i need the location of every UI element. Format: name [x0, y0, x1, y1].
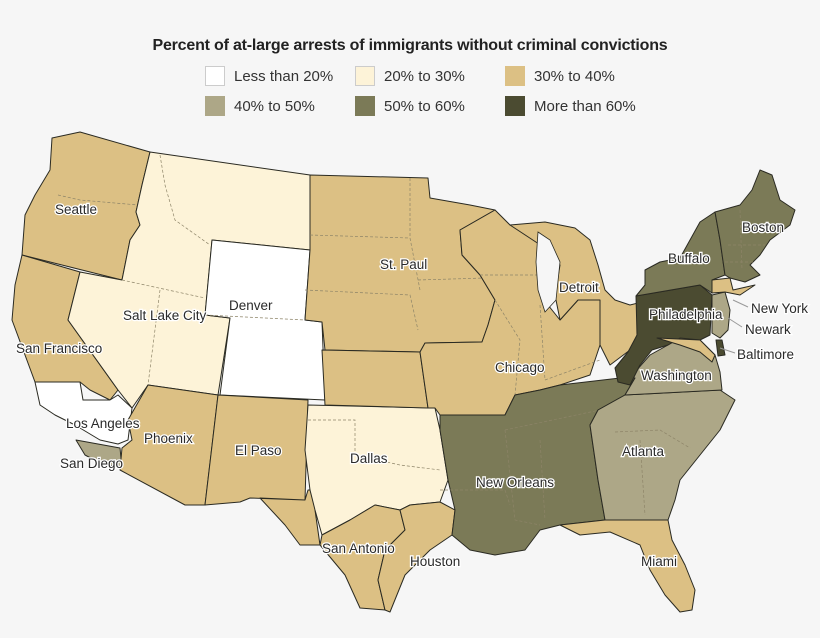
label-st-paul: St. Paul — [380, 257, 427, 272]
label-new-orleans: New Orleans — [476, 475, 554, 490]
label-san-diego: San Diego — [60, 456, 123, 471]
state-border — [57, 194, 139, 206]
leader-line — [719, 347, 736, 354]
legend-item: More than 60% — [505, 94, 685, 118]
legend-item: 50% to 60% — [355, 94, 505, 118]
leader-line — [732, 299, 749, 308]
legend-item: 20% to 30% — [355, 64, 505, 88]
label-baltimore: Baltimore — [737, 347, 794, 362]
region-miami — [559, 519, 696, 613]
legend-swatch — [205, 66, 225, 86]
label-seattle: Seattle — [55, 202, 97, 217]
legend-swatch — [505, 66, 525, 86]
legend-label: 30% to 40% — [534, 67, 615, 85]
state-border — [614, 429, 691, 516]
state-border — [725, 209, 765, 271]
label-el-paso: El Paso — [235, 443, 282, 458]
map-title: Percent of at-large arrests of immigrant… — [152, 37, 668, 54]
state-border — [304, 178, 486, 331]
label-newark: Newark — [745, 322, 791, 337]
region-philadelphia — [614, 284, 713, 386]
label-philadelphia: Philadelphia — [649, 307, 723, 322]
leader-line — [727, 317, 743, 328]
legend-swatch — [355, 66, 375, 86]
state-border — [440, 409, 601, 526]
label-detroit: Detroit — [559, 280, 599, 295]
label-denver: Denver — [229, 298, 273, 313]
legend-swatch — [505, 96, 525, 116]
region-san-diego — [75, 439, 123, 469]
label-houston: Houston — [410, 554, 460, 569]
label-buffalo: Buffalo — [668, 251, 710, 266]
region-boston — [714, 169, 796, 283]
region-st-paul-ks — [321, 349, 429, 409]
legend-label: 50% to 60% — [384, 97, 465, 115]
region-new-york — [711, 277, 756, 296]
label-phoenix: Phoenix — [144, 431, 193, 446]
label-chicago: Chicago — [495, 360, 545, 375]
label-washington: Washington — [641, 368, 712, 383]
label-dallas: Dallas — [350, 451, 388, 466]
legend-label: 40% to 50% — [234, 97, 315, 115]
legend-label: 20% to 30% — [384, 67, 465, 85]
legend-item: Less than 20% — [205, 64, 355, 88]
region-houston — [377, 501, 456, 613]
region-el-paso — [204, 394, 321, 546]
label-los-angeles: Los Angeles — [66, 416, 140, 431]
legend-item: 30% to 40% — [505, 64, 685, 88]
legend-item: 40% to 50% — [205, 94, 355, 118]
label-san-francisco: San Francisco — [16, 341, 102, 356]
region-baltimore — [656, 337, 716, 363]
state-border — [204, 314, 306, 321]
legend-swatch — [205, 96, 225, 116]
label-miami: Miami — [641, 554, 677, 569]
state-border — [308, 419, 441, 471]
region-los-angeles — [34, 381, 133, 445]
label-san-antonio: San Antonio — [322, 541, 395, 556]
legend-label: More than 60% — [534, 97, 636, 115]
state-border — [121, 154, 211, 386]
label-salt-lake-city: Salt Lake City — [123, 308, 207, 323]
label-new-york: New York — [751, 301, 808, 316]
legend-label: Less than 20% — [234, 67, 334, 85]
label-boston: Boston — [742, 220, 784, 235]
state-border — [480, 274, 601, 396]
legend: Less than 20% 20% to 30% 30% to 40% 40% … — [205, 64, 685, 124]
legend-swatch — [355, 96, 375, 116]
label-atlanta: Atlanta — [622, 444, 665, 459]
lake-michigan — [535, 231, 561, 313]
